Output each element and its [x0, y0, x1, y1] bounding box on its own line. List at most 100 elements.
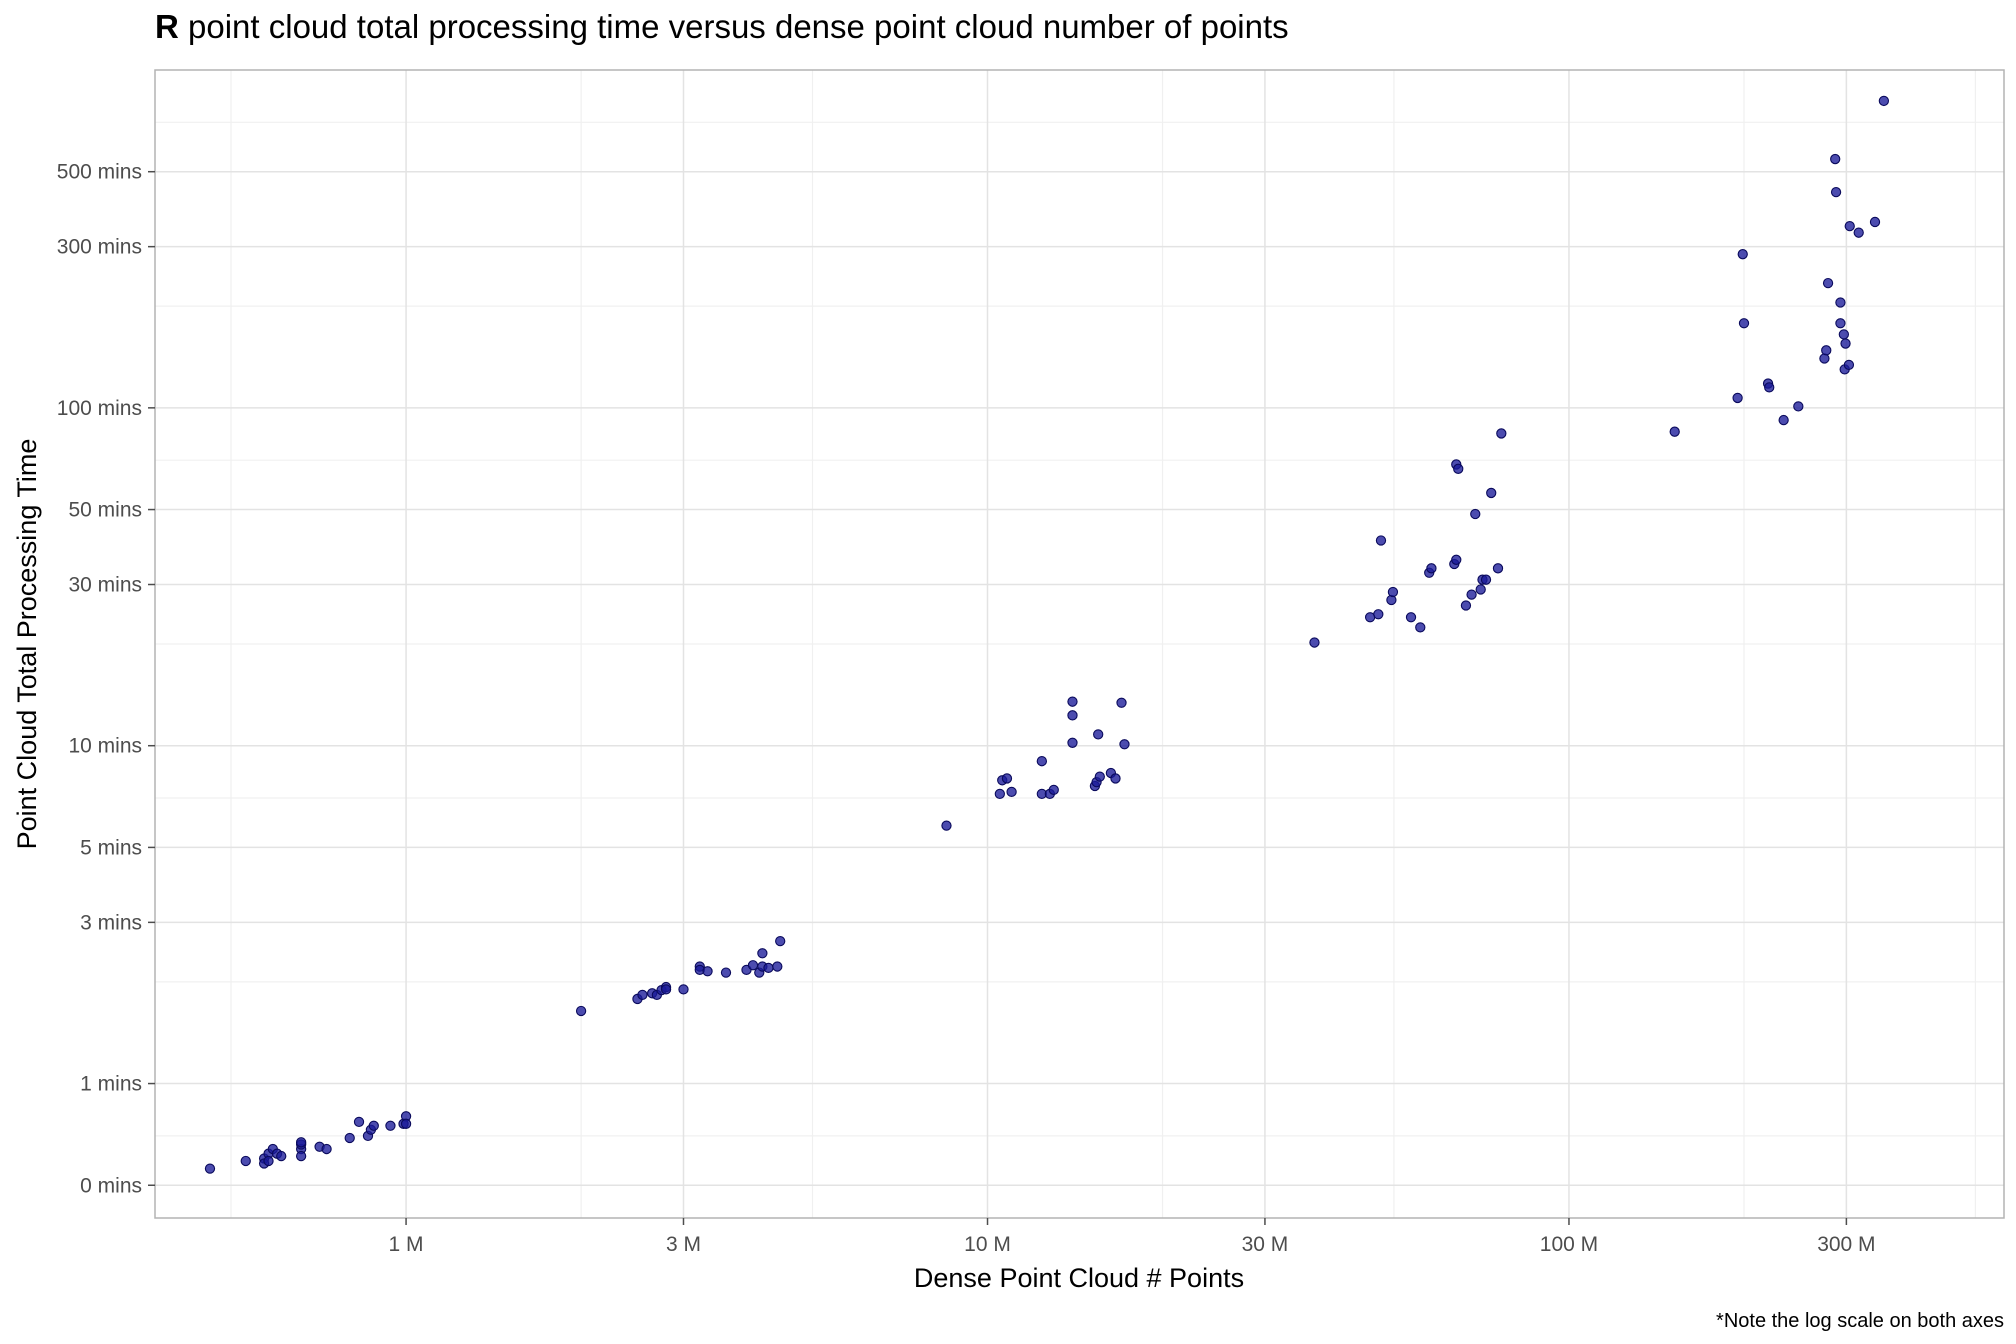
y-tick-label: 0 mins: [80, 1174, 142, 1197]
data-point: [1737, 249, 1748, 260]
data-point: [1036, 756, 1047, 767]
data-point: [1669, 426, 1680, 437]
data-point: [1492, 563, 1504, 574]
x-tick-label: 300 M: [1817, 1233, 1875, 1256]
x-tick-label: 3 M: [666, 1233, 701, 1256]
data-point: [295, 1150, 307, 1162]
data-point: [276, 1150, 287, 1162]
y-tick-label: 500 mins: [57, 161, 142, 184]
data-point: [1309, 637, 1320, 648]
data-point: [1387, 586, 1399, 598]
major-gridlines: [155, 70, 2004, 1218]
data-point: [1486, 487, 1497, 499]
y-tick-label: 30 mins: [68, 574, 142, 597]
data-point: [204, 1163, 216, 1174]
minor-gridlines: [155, 70, 2004, 1218]
plot-border: [154, 69, 2005, 1219]
y-tick-label: 3 mins: [80, 911, 142, 934]
data-point: [772, 961, 783, 972]
data-point: [1830, 186, 1842, 198]
data-point: [757, 948, 768, 959]
x-tick-label: 30 M: [1242, 1233, 1289, 1256]
y-tick-label: 1 mins: [80, 1073, 142, 1096]
chart-title: R point cloud total processing time vers…: [155, 8, 1289, 46]
x-tick-label: 10 M: [964, 1233, 1011, 1256]
y-axis-title: Point Cloud Total Processing Time: [12, 439, 42, 850]
data-point: [1415, 622, 1426, 633]
data-point: [1067, 696, 1078, 707]
data-point: [344, 1132, 355, 1144]
data-point: [240, 1155, 251, 1167]
data-point: [702, 966, 713, 977]
x-tick-label: 1 M: [389, 1233, 424, 1256]
data-point: [1466, 589, 1477, 600]
data-point: [1835, 297, 1846, 308]
data-point: [1835, 318, 1846, 329]
chart-title-text: point cloud total processing time versus…: [188, 8, 1289, 45]
data-point: [353, 1116, 365, 1128]
data-point: [1119, 739, 1130, 750]
data-point: [720, 967, 732, 978]
data-point: [1732, 392, 1743, 404]
data-point: [1373, 609, 1384, 620]
data-point: [1843, 359, 1855, 371]
data-point: [1738, 318, 1750, 329]
data-point: [1821, 345, 1832, 356]
data-point: [1405, 612, 1417, 623]
data-point: [1778, 414, 1789, 426]
data-point: [1496, 428, 1507, 439]
data-point: [775, 935, 786, 947]
data-point: [994, 788, 1005, 800]
data-point: [1840, 338, 1851, 349]
data-point: [263, 1155, 274, 1167]
data-point: [1375, 535, 1387, 546]
data-point: [1793, 401, 1804, 412]
data-point: [1067, 710, 1078, 721]
data-point: [1116, 697, 1127, 708]
y-tick-label: 50 mins: [68, 499, 142, 522]
data-point: [1475, 584, 1486, 595]
data-point: [1853, 227, 1864, 238]
data-point: [1822, 277, 1834, 289]
data-point: [400, 1118, 412, 1129]
data-point: [1093, 729, 1104, 740]
data-point: [1067, 737, 1078, 748]
data-point: [1048, 784, 1059, 796]
data-points: [204, 95, 1890, 1174]
x-axis-title: Dense Point Cloud # Points: [914, 1263, 1244, 1293]
data-point: [1094, 771, 1105, 782]
y-tick-label: 300 mins: [57, 236, 142, 259]
data-point: [1838, 329, 1850, 340]
chart-title-prefix: R: [155, 8, 179, 45]
data-point: [747, 960, 759, 971]
data-point: [1006, 786, 1017, 798]
data-point: [1878, 95, 1890, 107]
data-point: [1869, 216, 1881, 228]
data-point: [1451, 554, 1462, 565]
data-point: [321, 1143, 332, 1155]
data-point: [1110, 773, 1121, 784]
data-point: [637, 989, 648, 1001]
data-point: [678, 984, 689, 995]
data-point: [1453, 463, 1464, 474]
data-point: [1001, 773, 1013, 784]
data-point: [1426, 563, 1437, 574]
x-axis: 1 M 3 M 10 M 30 M 100 M 300 M: [389, 1218, 1876, 1256]
data-point: [368, 1120, 379, 1131]
y-tick-label: 10 mins: [68, 735, 142, 758]
caption-note: *Note the log scale on both axes: [1716, 1310, 2004, 1332]
data-point: [575, 1005, 587, 1017]
x-tick-label: 100 M: [1540, 1233, 1598, 1256]
data-point: [763, 962, 774, 974]
y-axis: 0 mins 1 mins 3 mins 5 mins 10 mins 30 mins 50…: [57, 161, 155, 1197]
data-point: [1844, 220, 1855, 232]
data-point: [295, 1137, 307, 1148]
data-point: [1480, 574, 1492, 585]
data-point: [1470, 508, 1481, 520]
data-point: [1830, 153, 1841, 165]
data-point: [1460, 600, 1472, 611]
y-tick-label: 100 mins: [57, 397, 142, 420]
data-point: [385, 1120, 396, 1131]
data-point: [941, 820, 952, 831]
